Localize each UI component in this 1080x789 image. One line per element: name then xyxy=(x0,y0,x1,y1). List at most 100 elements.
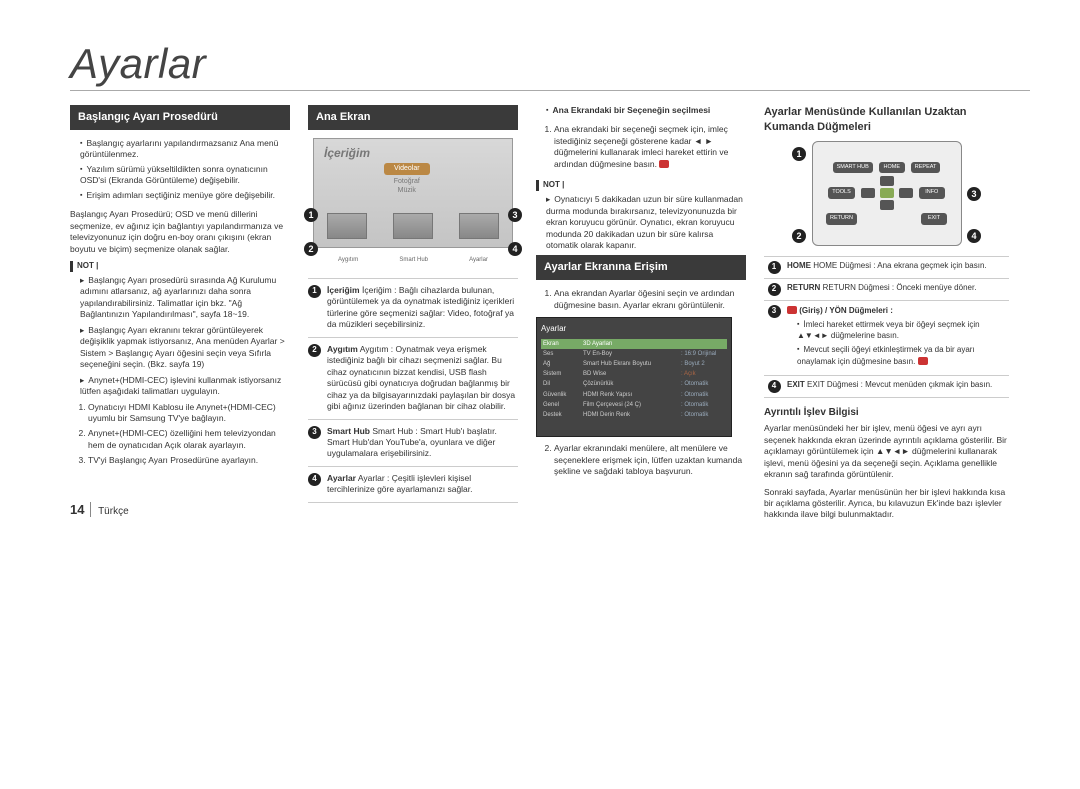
thumb-label: Ayarlar xyxy=(469,256,488,264)
mock-thumb xyxy=(327,213,367,239)
page-number: 14 xyxy=(70,502,91,517)
remote-btn-exit: EXIT xyxy=(921,213,947,224)
dpad-right xyxy=(899,188,913,198)
sm-val2: : 16:9 Orijinal xyxy=(681,350,725,358)
remote-mock: SMART HUB HOME REPEAT TOOLS I xyxy=(812,141,962,246)
sm-val2: : Otomatik xyxy=(681,391,725,399)
mock-menu-item: Fotoğraf xyxy=(394,178,420,185)
sm-val: Film Çerçevesi (24 Ç) xyxy=(583,401,681,409)
settings-access-heading: Ayarlar Ekranına Erişim xyxy=(536,255,746,280)
legend-text: İçeriğim İçeriğim : Bağlı cihazlarda bul… xyxy=(327,285,518,331)
note-item: Başlangıç Ayarı prosedürü sırasında Ağ K… xyxy=(80,275,290,321)
sm-val2: : Otomatik xyxy=(681,411,725,419)
sm-key: Destek xyxy=(543,411,583,419)
page-lang: Türkçe xyxy=(98,506,129,517)
sm-key: Sistem xyxy=(543,370,583,378)
legend-text: Ayarlar Ayarlar : Çeşitli işlevleri kişi… xyxy=(327,473,518,496)
remote-heading: Ayarlar Menüsünde Kullanılan Uzaktan Kum… xyxy=(764,105,1009,135)
legend-sub: İmleci hareket ettirmek veya bir öğeyi s… xyxy=(797,320,1006,342)
legend-num-4: 4 xyxy=(308,473,321,486)
step: Ana ekrandaki bir seçeneği seçmek için, … xyxy=(554,124,746,170)
legend-num-3: 3 xyxy=(768,305,781,318)
note-item: Oynatıcıyı 5 dakikadan uzun bir süre kul… xyxy=(546,194,746,251)
note-label: NOT | xyxy=(70,261,98,272)
legend-num-1: 1 xyxy=(768,261,781,274)
page-footer: 14 Türkçe xyxy=(70,502,129,517)
remote-legend-table: 1 HOME HOME Düğmesi : Ana ekrana geçmek … xyxy=(764,256,1009,398)
sm-val2: : Otomatik xyxy=(681,380,725,388)
legend-num-3: 3 xyxy=(308,426,321,439)
bullet: Erişim adımları seçtiğiniz menüye göre d… xyxy=(80,190,290,201)
callout-2: 2 xyxy=(304,242,318,256)
enter-icon xyxy=(659,160,669,168)
note-item: Anynet+(HDMI-CEC) işlevini kullanmak ist… xyxy=(80,375,290,398)
sm-val: Çözünürlük xyxy=(583,380,681,388)
sm-key: Dil xyxy=(543,380,583,388)
sm-val: 3D Ayarları xyxy=(583,340,681,348)
legend-row: (Giriş) / YÖN Düğmeleri : İmleci hareket… xyxy=(784,300,1009,375)
sm-val2: : Boyut 2 xyxy=(681,360,725,368)
legend-text: Smart Hub Smart Hub : Smart Hub'ı başlat… xyxy=(327,426,518,460)
callout-3: 3 xyxy=(508,208,522,222)
remote-btn-tools: TOOLS xyxy=(828,187,855,198)
sm-key: Ekran xyxy=(543,340,583,348)
main-screen-mock: İçeriğim Videolar Fotoğraf Müzik xyxy=(313,138,513,248)
mock-title: İçeriğim xyxy=(324,145,370,161)
sm-val: TV En-Boy xyxy=(583,350,681,358)
remote-btn-repeat: REPEAT xyxy=(911,162,941,173)
sm-key: Ses xyxy=(543,350,583,358)
mock-menu-item: Müzik xyxy=(398,187,416,194)
remote-btn-smarthub: SMART HUB xyxy=(833,162,873,173)
callout-3: 3 xyxy=(967,187,981,201)
dpad-up xyxy=(880,176,894,186)
column-4: Ayarlar Menüsünde Kullanılan Uzaktan Kum… xyxy=(764,105,1009,521)
sm-val: BD Wise xyxy=(583,370,681,378)
thumb-label: Smart Hub xyxy=(399,256,428,264)
settings-title: Ayarlar xyxy=(541,324,727,335)
step: Ayarlar ekranındaki menülere, alt menüle… xyxy=(554,443,746,477)
legend-num-1: 1 xyxy=(308,285,321,298)
sm-key: Güvenlik xyxy=(543,391,583,399)
column-1: Başlangıç Ayarı Prosedürü Başlangıç ayar… xyxy=(70,105,290,521)
sm-val2 xyxy=(681,340,725,348)
bullet: Başlangıç ayarlarını yapılandırmazsanız … xyxy=(80,138,290,161)
note-item: Başlangıç Ayarı ekranını tekrar görüntül… xyxy=(80,325,290,371)
sm-key: Ağ xyxy=(543,360,583,368)
remote-dpad xyxy=(861,176,913,210)
mock-menu-selected: Videolar xyxy=(384,163,430,175)
procedure-heading: Başlangıç Ayarı Prosedürü xyxy=(70,105,290,130)
legend-num-2: 2 xyxy=(768,283,781,296)
settings-screen-mock: Ayarlar Ekran3D Ayarları SesTV En-Boy: 1… xyxy=(536,317,732,437)
page-title: Ayarlar xyxy=(70,40,1030,91)
sm-val2: : Açık xyxy=(681,370,725,378)
sm-key: Genel xyxy=(543,401,583,409)
detail-para: Sonraki sayfada, Ayarlar menüsünün her b… xyxy=(764,487,1009,521)
sm-val2: : Otomatik xyxy=(681,401,725,409)
legend-row: EXIT EXIT Düğmesi : Mevcut menüden çıkma… xyxy=(784,375,1009,397)
detail-heading: Ayrıntılı İşlev Bilgisi xyxy=(764,406,1009,420)
thumb-label: Aygıtım xyxy=(338,256,358,264)
sub-step: Oynatıcıyı HDMI Kablosu ile Anynet+(HDMI… xyxy=(88,402,290,425)
enter-icon xyxy=(918,357,928,365)
dpad-enter xyxy=(880,188,894,198)
mock-thumb xyxy=(459,213,499,239)
paragraph: Başlangıç Ayarı Prosedürü; OSD ve menü d… xyxy=(70,209,290,255)
mock-thumb xyxy=(393,213,433,239)
bullet: Yazılım sürümü yükseltildikten sonra oyn… xyxy=(80,164,290,187)
sub-heading: Ana Ekrandaki bir Seçeneğin seçilmesi xyxy=(552,105,710,115)
column-3: Ana Ekrandaki bir Seçeneğin seçilmesi An… xyxy=(536,105,746,521)
detail-para: Ayarlar menüsündeki her bir işlev, menü … xyxy=(764,423,1009,480)
callout-2: 2 xyxy=(792,229,806,243)
remote-btn-info: INFO xyxy=(919,187,945,198)
sm-val: Smart Hub Ekranı Boyutu xyxy=(583,360,681,368)
sm-val: HDMI Derin Renk xyxy=(583,411,681,419)
sub-step: Anynet+(HDMI-CEC) özelliğini hem televiz… xyxy=(88,428,290,451)
column-2: Ana Ekran İçeriğim Videolar Fotoğraf Müz… xyxy=(308,105,518,521)
dpad-down xyxy=(880,200,894,210)
legend-row: HOME HOME Düğmesi : Ana ekrana geçmek iç… xyxy=(784,256,1009,278)
legend-sub: Mevcut seçili öğeyi etkinleştirmek ya da… xyxy=(797,345,1006,368)
callout-1: 1 xyxy=(792,147,806,161)
legend-num-2: 2 xyxy=(308,344,321,357)
sm-val: HDMI Renk Yapısı xyxy=(583,391,681,399)
remote-btn-return: RETURN xyxy=(826,213,857,224)
